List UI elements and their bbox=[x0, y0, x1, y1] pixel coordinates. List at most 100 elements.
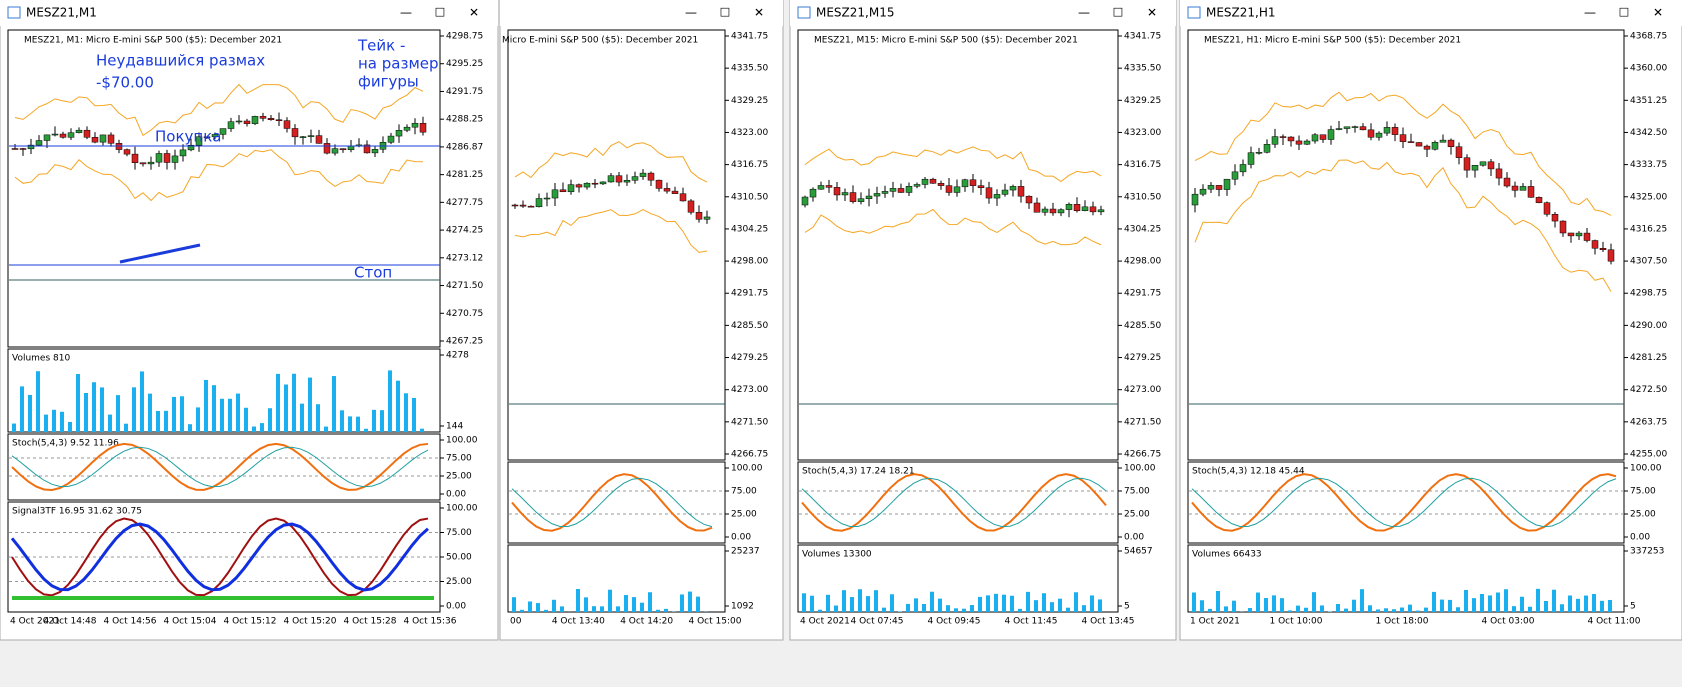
volume-bar bbox=[680, 594, 684, 612]
scale-label: 4323.00 bbox=[731, 128, 768, 138]
volume-bar bbox=[276, 373, 280, 432]
window-button[interactable]: ✕ bbox=[754, 6, 764, 20]
window-button[interactable]: — bbox=[1078, 6, 1090, 20]
candle-body bbox=[123, 149, 131, 155]
time-label: 4 Oct 03:00 bbox=[1482, 617, 1535, 627]
volume-bar bbox=[970, 605, 974, 612]
scale-label: 4288.25 bbox=[446, 115, 483, 125]
scale-label: 100.00 bbox=[446, 436, 478, 446]
window-button[interactable]: ✕ bbox=[1147, 6, 1157, 20]
pane bbox=[507, 29, 726, 461]
window-button[interactable]: ✕ bbox=[469, 6, 479, 20]
scale-label: 4341.75 bbox=[731, 32, 768, 42]
candle-body bbox=[1287, 136, 1295, 142]
window-button[interactable]: — bbox=[1584, 6, 1596, 20]
scale-label: 4298.75 bbox=[446, 32, 483, 42]
volume-bar bbox=[890, 594, 894, 612]
window-button[interactable]: — bbox=[400, 6, 412, 20]
window-button[interactable]: ☐ bbox=[435, 6, 446, 20]
candle-body bbox=[411, 122, 419, 128]
candle-body bbox=[801, 196, 809, 206]
title-bar bbox=[0, 0, 498, 26]
candle-body bbox=[1327, 129, 1335, 140]
window-button[interactable]: ☐ bbox=[1113, 6, 1124, 20]
volume-bar bbox=[1336, 604, 1340, 612]
candle-body bbox=[1351, 126, 1359, 128]
window-button[interactable]: ☐ bbox=[1619, 6, 1630, 20]
time-label: 4 Oct 13:40 bbox=[552, 617, 605, 627]
volume-bar bbox=[1002, 594, 1006, 612]
candle-body bbox=[251, 116, 259, 124]
volume-bar bbox=[576, 589, 580, 612]
scale-label: 337253 bbox=[1630, 547, 1664, 557]
chart-header: MESZ21, M15: Micro E-mini S&P 500 ($5): … bbox=[814, 36, 1078, 46]
window-button[interactable]: ✕ bbox=[1653, 6, 1663, 20]
volume-bar bbox=[1560, 604, 1564, 612]
candle-body bbox=[591, 182, 599, 185]
candle-body bbox=[243, 120, 251, 124]
scale-label: 4274.25 bbox=[446, 226, 483, 236]
volume-bar bbox=[906, 603, 910, 612]
volume-bar bbox=[544, 609, 548, 612]
volume-bar bbox=[536, 603, 540, 612]
scale-label: 25.00 bbox=[1630, 510, 1656, 520]
candle-body bbox=[841, 192, 849, 196]
volume-bar bbox=[1592, 594, 1596, 612]
candle-body bbox=[187, 144, 195, 151]
volume-bar bbox=[1504, 589, 1508, 612]
volume-bar bbox=[204, 379, 208, 432]
candle-body bbox=[219, 128, 227, 135]
candle-body bbox=[615, 175, 623, 183]
candle-body bbox=[331, 148, 339, 154]
candle-body bbox=[1009, 186, 1017, 191]
volume-bar bbox=[1480, 593, 1484, 612]
candle-body bbox=[1551, 213, 1559, 222]
candle-body bbox=[131, 153, 139, 163]
annotation: -$70.00 bbox=[96, 74, 154, 92]
volume-bar bbox=[1496, 592, 1500, 612]
scale-label: 4333.75 bbox=[1630, 160, 1667, 170]
volume-bar bbox=[52, 409, 56, 432]
volume-bar bbox=[84, 392, 88, 432]
volume-bar bbox=[364, 428, 368, 432]
scale-label: 4310.50 bbox=[731, 192, 768, 202]
candle-body bbox=[1583, 232, 1591, 241]
scale-label: 0.00 bbox=[1630, 533, 1650, 543]
candle-body bbox=[535, 198, 543, 207]
candle-body bbox=[1271, 136, 1279, 145]
scale-label: 4351.25 bbox=[1630, 96, 1667, 106]
time-label: 4 Oct 15:36 bbox=[404, 617, 457, 627]
candle-body bbox=[567, 184, 575, 193]
candle-body bbox=[235, 120, 243, 123]
candle-body bbox=[559, 189, 567, 193]
volume-bar bbox=[616, 606, 620, 612]
volume-bar bbox=[930, 591, 934, 612]
window-button[interactable]: — bbox=[685, 6, 697, 20]
scale-label: 4271.50 bbox=[446, 281, 483, 291]
volume-bar bbox=[1264, 598, 1268, 612]
candle-body bbox=[1263, 144, 1271, 153]
volume-bar bbox=[946, 605, 950, 612]
candle-body bbox=[163, 153, 171, 163]
volume-bar bbox=[1456, 607, 1460, 612]
window-button[interactable]: ☐ bbox=[720, 6, 731, 20]
candle-body bbox=[679, 193, 687, 202]
volume-bar bbox=[584, 597, 588, 612]
candle-body bbox=[179, 149, 187, 157]
candle-body bbox=[83, 129, 91, 138]
scale-label: 4316.25 bbox=[1630, 224, 1667, 234]
band-upper bbox=[14, 83, 424, 137]
candle-body bbox=[1423, 145, 1431, 150]
volume-bar bbox=[260, 423, 264, 432]
scale-label: 4335.50 bbox=[731, 64, 768, 74]
candle-body bbox=[817, 185, 825, 190]
candle-body bbox=[977, 185, 985, 188]
candle-body bbox=[139, 162, 147, 165]
volume-bar bbox=[172, 396, 176, 432]
volume-bar bbox=[372, 409, 376, 432]
volume-bar bbox=[1376, 609, 1380, 612]
volume-bar bbox=[92, 382, 96, 432]
candle-body bbox=[889, 188, 897, 192]
scale-label: 4285.50 bbox=[731, 321, 768, 331]
candle-body bbox=[905, 186, 913, 193]
